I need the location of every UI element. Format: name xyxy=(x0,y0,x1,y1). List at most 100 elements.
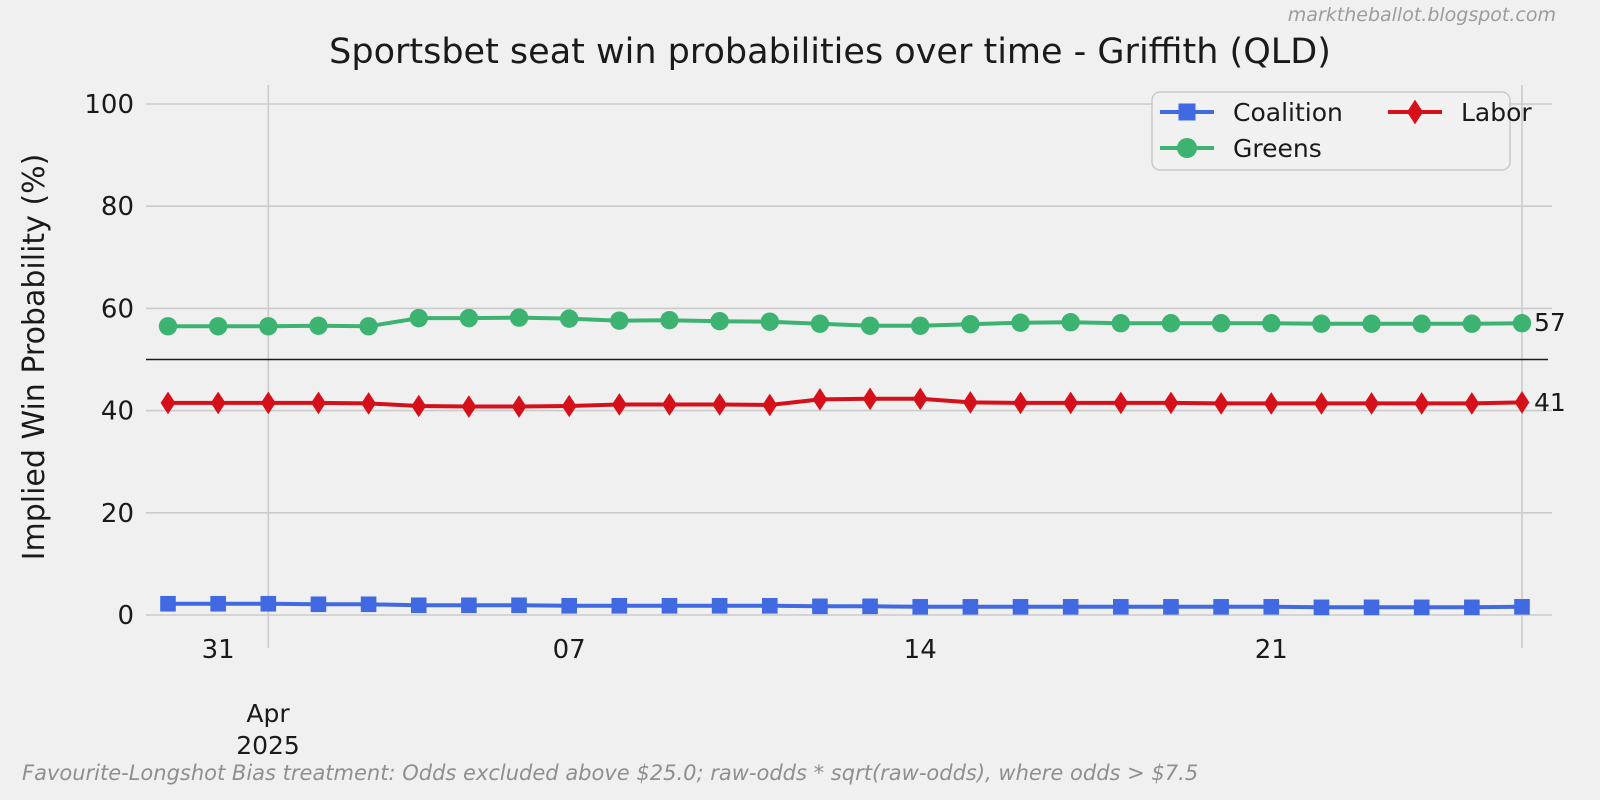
data-point-greens xyxy=(961,315,980,334)
legend: Coalition Labor Greens xyxy=(1151,91,1532,171)
legend-sample-marker-greens xyxy=(1176,137,1198,159)
data-point-coalition xyxy=(1363,599,1380,616)
data-point-greens xyxy=(459,308,479,328)
series-line-coalition xyxy=(168,601,1523,610)
data-point-coalition xyxy=(711,598,728,614)
data-point-labor xyxy=(762,393,778,417)
series-line-greens xyxy=(168,315,1523,329)
data-point-labor xyxy=(1414,392,1430,415)
data-point-coalition xyxy=(310,596,327,613)
data-point-labor xyxy=(160,391,176,415)
legend-sample-marker-coalition xyxy=(1178,103,1196,121)
data-point-greens xyxy=(509,308,529,327)
data-point-labor xyxy=(1313,392,1329,415)
month-tick-label: Apr xyxy=(246,699,290,728)
data-point-labor xyxy=(1013,391,1028,415)
data-point-labor xyxy=(1514,391,1530,414)
data-point-greens xyxy=(259,317,278,336)
data-point-labor xyxy=(411,394,427,418)
data-point-coalition xyxy=(1113,599,1129,615)
data-point-greens xyxy=(309,316,328,335)
data-point-coalition xyxy=(260,595,277,612)
y-tick-label-100: 100 xyxy=(84,90,134,120)
data-point-coalition xyxy=(561,598,577,614)
data-point-labor xyxy=(210,391,226,415)
data-point-labor xyxy=(1464,392,1480,415)
data-point-greens xyxy=(860,316,880,335)
data-point-greens xyxy=(1011,313,1030,332)
data-point-labor xyxy=(1364,392,1379,415)
x-tick-labels: 31 07 14 21 xyxy=(202,635,1288,665)
y-axis-label: Implied Win Probability (%) xyxy=(17,154,52,561)
data-point-labor xyxy=(611,393,627,416)
data-point-labor xyxy=(511,395,527,418)
data-point-greens xyxy=(1111,314,1131,333)
data-point-labor xyxy=(912,387,928,411)
data-point-greens xyxy=(158,317,178,336)
data-point-greens xyxy=(1211,314,1231,333)
data-point-labor xyxy=(1113,391,1129,415)
year-tick-label: 2025 xyxy=(236,731,300,760)
end-label-greens: 57 xyxy=(1534,308,1566,337)
data-point-labor xyxy=(311,391,326,415)
data-point-coalition xyxy=(1514,599,1530,615)
data-point-labor xyxy=(461,395,477,418)
data-point-greens xyxy=(208,317,228,336)
data-point-greens xyxy=(810,314,830,333)
data-point-labor xyxy=(561,394,577,418)
data-point-labor xyxy=(712,393,728,416)
data-point-labor xyxy=(662,393,677,416)
series-greens xyxy=(158,308,1532,336)
data-point-coalition xyxy=(812,598,828,615)
data-point-greens xyxy=(359,317,378,336)
x-tick-label-14: 14 xyxy=(904,635,937,665)
data-point-coalition xyxy=(1313,599,1330,616)
data-point-greens xyxy=(760,312,779,331)
data-point-coalition xyxy=(461,597,477,614)
data-point-greens xyxy=(1262,314,1281,333)
data-point-greens xyxy=(1512,314,1532,333)
series-line-labor xyxy=(168,396,1523,409)
data-point-coalition xyxy=(1062,599,1079,615)
legend-label-greens: Greens xyxy=(1233,134,1322,163)
footnote: Favourite-Longshot Bias treatment: Odds … xyxy=(22,761,1198,785)
data-point-greens xyxy=(1061,312,1080,332)
data-point-coalition xyxy=(1263,599,1280,615)
data-point-coalition xyxy=(1213,599,1229,615)
data-point-coalition xyxy=(210,595,226,612)
data-point-coalition xyxy=(410,597,427,614)
data-point-labor xyxy=(1263,392,1279,415)
data-point-greens xyxy=(660,310,679,330)
end-label-labor: 41 xyxy=(1534,388,1566,417)
data-point-greens xyxy=(1312,314,1331,333)
data-point-greens xyxy=(559,309,579,328)
legend-sample-marker-labor xyxy=(1406,99,1424,125)
data-point-greens xyxy=(1161,314,1181,333)
data-point-labor xyxy=(1213,392,1229,415)
data-point-coalition xyxy=(962,599,979,615)
y-tick-label-60: 60 xyxy=(101,294,134,324)
x-tick-label-07: 07 xyxy=(553,635,586,665)
data-point-greens xyxy=(1362,314,1381,333)
data-point-coalition xyxy=(160,595,176,612)
data-point-coalition xyxy=(511,597,527,614)
data-point-coalition xyxy=(360,596,377,613)
data-point-greens xyxy=(1462,314,1482,333)
y-tick-label-80: 80 xyxy=(101,192,134,222)
data-point-labor xyxy=(1063,391,1079,415)
data-series-layer xyxy=(158,308,1532,616)
y-tick-labels: 0 20 40 60 80 100 xyxy=(84,90,134,631)
y-tick-label-0: 0 xyxy=(117,601,134,631)
data-point-coalition xyxy=(1012,599,1029,615)
data-point-coalition xyxy=(1413,599,1430,616)
data-point-labor xyxy=(862,387,878,411)
data-point-greens xyxy=(911,316,930,335)
data-point-greens xyxy=(610,311,629,330)
data-point-greens xyxy=(1412,314,1431,333)
data-point-coalition xyxy=(1163,599,1179,615)
y-tick-label-40: 40 xyxy=(101,397,134,427)
series-labor xyxy=(160,387,1530,418)
data-point-coalition xyxy=(761,598,778,614)
data-point-coalition xyxy=(1464,599,1480,616)
